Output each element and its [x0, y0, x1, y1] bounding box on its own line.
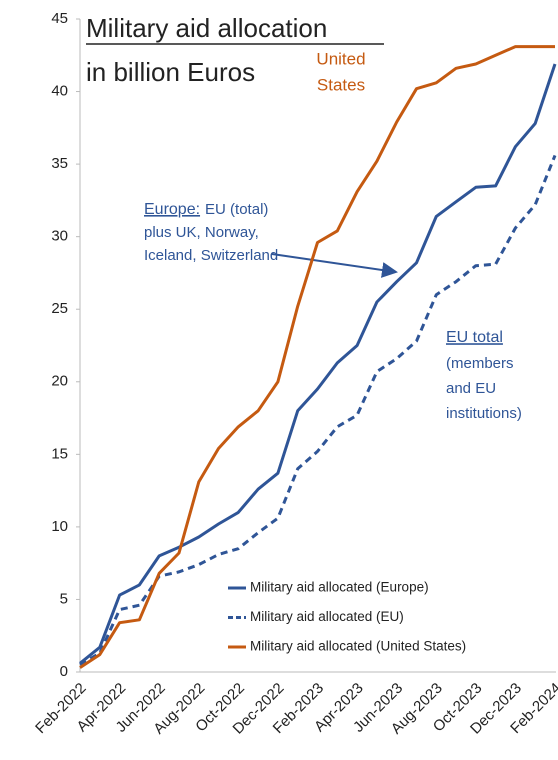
y-tick-label: 5	[60, 590, 68, 607]
series-line	[79, 45, 555, 669]
y-tick-label: 20	[51, 373, 68, 390]
annotation: United	[316, 49, 365, 68]
y-tick-label: 0	[60, 663, 68, 680]
legend-label: Military aid allocated (United States)	[250, 639, 466, 654]
y-tick-label: 25	[51, 300, 68, 317]
y-tick-label: 40	[51, 83, 68, 100]
chart-title: Military aid allocation	[86, 13, 327, 43]
y-tick-label: 45	[51, 10, 68, 27]
annotation: Europe: EU (total)	[144, 201, 268, 218]
annotation-arrow	[271, 253, 398, 278]
y-tick-label: 35	[51, 155, 68, 172]
y-tick-label: 30	[51, 228, 68, 245]
annotation: institutions)	[446, 405, 522, 422]
legend-label: Military aid allocated (Europe)	[250, 580, 429, 595]
legend-label: Military aid allocated (EU)	[250, 609, 404, 624]
annotation: EU (total)	[205, 201, 268, 218]
annotation: States	[317, 75, 365, 94]
y-tick-label: 10	[51, 518, 68, 535]
y-tick-label: 15	[51, 445, 68, 462]
annotation-heading: EU total	[446, 329, 503, 346]
series-line	[79, 63, 557, 665]
annotation: plus UK, Norway,	[144, 224, 259, 241]
annotation: (members	[446, 355, 514, 372]
chart-title: in billion Euros	[86, 57, 255, 87]
annotation-heading: Europe:	[144, 201, 200, 218]
annotation: Iceland, Switzerland	[144, 247, 278, 264]
annotation: and EU	[446, 380, 496, 397]
